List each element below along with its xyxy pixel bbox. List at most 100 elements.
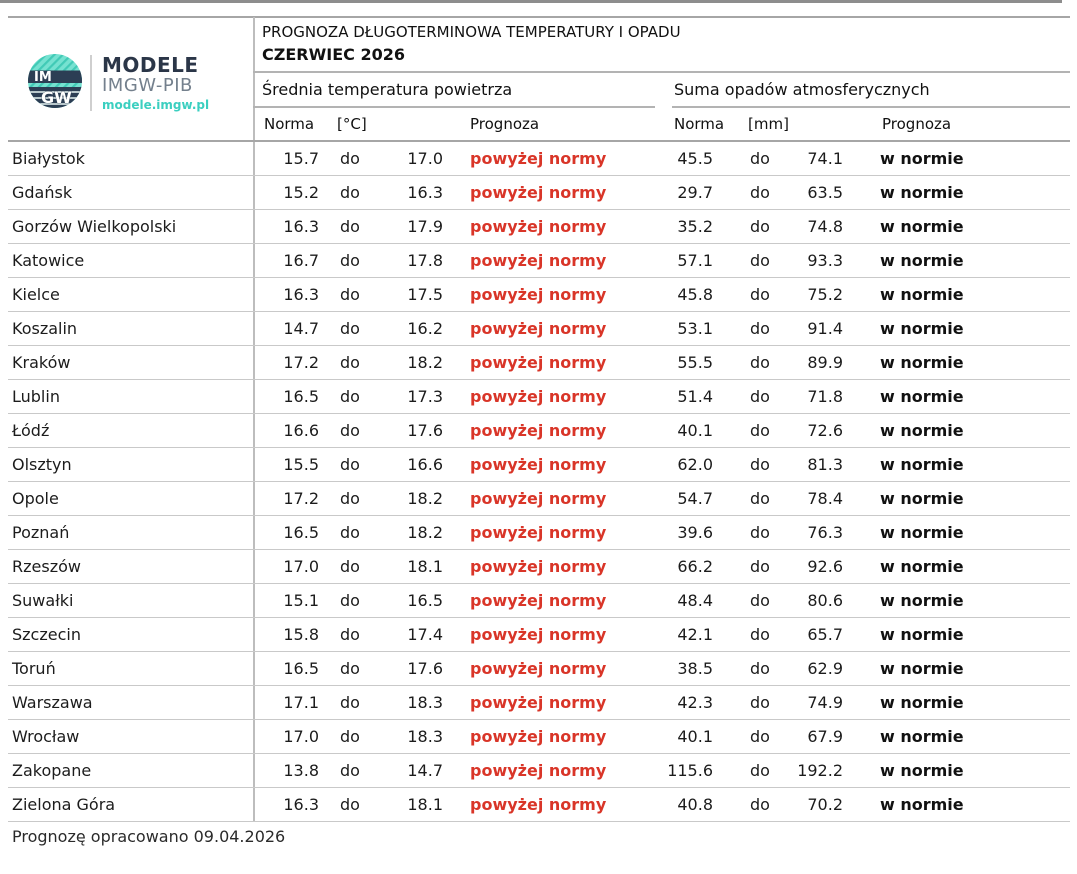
temp-norma-max: 17.8 (407, 251, 443, 270)
precip-norma-min: 45.8 (677, 285, 713, 304)
table-row: Zakopane 13.8 do 14.7 powyżej normy 115.… (8, 754, 1070, 788)
temp-norma-max: 18.2 (407, 489, 443, 508)
precip-norma-min: 51.4 (677, 387, 713, 406)
precip-norma-max: 75.2 (807, 285, 843, 304)
temp-norma-max: 17.6 (407, 421, 443, 440)
temp-forecast-status: powyżej normy (470, 591, 607, 610)
col-header-temp-norma: Norma (264, 115, 315, 133)
temp-norma-min: 15.1 (283, 591, 319, 610)
precip-forecast-status: w normie (880, 251, 964, 270)
precip-range-word: do (750, 591, 770, 610)
precip-forecast-status: w normie (880, 625, 964, 644)
temp-norma-min: 14.7 (283, 319, 319, 338)
precip-norma-max: 71.8 (807, 387, 843, 406)
precip-range-word: do (750, 727, 770, 746)
city-name: Zakopane (12, 761, 92, 780)
table-row: Koszalin 14.7 do 16.2 powyżej normy 53.1… (8, 312, 1070, 346)
precip-norma-min: 62.0 (677, 455, 713, 474)
brand-url: modele.imgw.pl (102, 97, 210, 112)
temp-norma-max: 17.6 (407, 659, 443, 678)
precip-forecast-status: w normie (880, 149, 964, 168)
precip-norma-max: 80.6 (807, 591, 843, 610)
col-header-temp-unit: [°C] (337, 115, 367, 133)
table-row: Kielce 16.3 do 17.5 powyżej normy 45.8 d… (8, 278, 1070, 312)
precip-range-word: do (750, 557, 770, 576)
table-row: Łódź 16.6 do 17.6 powyżej normy 40.1 do … (8, 414, 1070, 448)
temp-norma-max: 16.6 (407, 455, 443, 474)
precip-norma-min: 42.3 (677, 693, 713, 712)
top-border-line (8, 16, 1070, 18)
precip-norma-max: 81.3 (807, 455, 843, 474)
temp-norma-min: 17.0 (283, 557, 319, 576)
temp-norma-max: 16.2 (407, 319, 443, 338)
section-temperature: Średnia temperatura powietrza (262, 80, 513, 99)
table-row: Szczecin 15.8 do 17.4 powyżej normy 42.1… (8, 618, 1070, 652)
precip-norma-max: 92.6 (807, 557, 843, 576)
city-name: Wrocław (12, 727, 80, 746)
precip-norma-min: 115.6 (667, 761, 713, 780)
temp-range-word: do (340, 251, 360, 270)
precip-forecast-status: w normie (880, 795, 964, 814)
precip-norma-max: 76.3 (807, 523, 843, 542)
temp-norma-max: 18.3 (407, 727, 443, 746)
precip-norma-min: 38.5 (677, 659, 713, 678)
table-row: Warszawa 17.1 do 18.3 powyżej normy 42.3… (8, 686, 1070, 720)
temp-forecast-status: powyżej normy (470, 319, 607, 338)
city-name: Łódź (12, 421, 50, 440)
temp-norma-max: 18.1 (407, 795, 443, 814)
city-name: Białystok (12, 149, 85, 168)
precipitation-section-underline (672, 106, 1070, 108)
precip-range-word: do (750, 183, 770, 202)
precip-norma-min: 45.5 (677, 149, 713, 168)
precip-norma-min: 35.2 (677, 217, 713, 236)
temp-norma-max: 18.2 (407, 523, 443, 542)
temp-forecast-status: powyżej normy (470, 455, 607, 474)
table-row: Poznań 16.5 do 18.2 powyżej normy 39.6 d… (8, 516, 1070, 550)
precip-forecast-status: w normie (880, 217, 964, 236)
table-row: Gorzów Wielkopolski 16.3 do 17.9 powyżej… (8, 210, 1070, 244)
col-header-precip-unit: [mm] (748, 115, 789, 133)
precip-forecast-status: w normie (880, 659, 964, 678)
city-name: Lublin (12, 387, 60, 406)
city-name: Katowice (12, 251, 85, 270)
temp-forecast-status: powyżej normy (470, 625, 607, 644)
city-name: Opole (12, 489, 59, 508)
precip-range-word: do (750, 387, 770, 406)
temp-range-word: do (340, 523, 360, 542)
temp-range-word: do (340, 149, 360, 168)
precip-forecast-status: w normie (880, 421, 964, 440)
temp-norma-min: 16.6 (283, 421, 319, 440)
temp-norma-max: 17.5 (407, 285, 443, 304)
precip-range-word: do (750, 421, 770, 440)
city-name: Gdańsk (12, 183, 73, 202)
precip-range-word: do (750, 455, 770, 474)
precip-forecast-status: w normie (880, 761, 964, 780)
logo-letters-im: IM (34, 70, 52, 85)
imgw-logo-icon: IM GW (28, 54, 82, 108)
table-row: Gdańsk 15.2 do 16.3 powyżej normy 29.7 d… (8, 176, 1070, 210)
table-row: Suwałki 15.1 do 16.5 powyżej normy 48.4 … (8, 584, 1070, 618)
precip-range-word: do (750, 353, 770, 372)
precip-range-word: do (750, 625, 770, 644)
temp-forecast-status: powyżej normy (470, 795, 607, 814)
temp-range-word: do (340, 489, 360, 508)
temp-norma-min: 16.3 (283, 217, 319, 236)
precip-norma-min: 53.1 (677, 319, 713, 338)
precip-forecast-status: w normie (880, 353, 964, 372)
precip-norma-max: 65.7 (807, 625, 843, 644)
table-row: Zielona Góra 16.3 do 18.1 powyżej normy … (8, 788, 1070, 822)
brand-subtitle: IMGW-PIB (102, 75, 193, 96)
temp-norma-min: 13.8 (283, 761, 319, 780)
precip-norma-min: 57.1 (677, 251, 713, 270)
temp-forecast-status: powyżej normy (470, 693, 607, 712)
title-underline (253, 71, 1070, 73)
precip-norma-min: 39.6 (677, 523, 713, 542)
page-title: PROGNOZA DŁUGOTERMINOWA TEMPERATURY I OP… (262, 23, 681, 41)
temp-forecast-status: powyżej normy (470, 659, 607, 678)
temp-range-word: do (340, 183, 360, 202)
temp-forecast-status: powyżej normy (470, 251, 607, 270)
precip-norma-max: 192.2 (797, 761, 843, 780)
precip-norma-max: 62.9 (807, 659, 843, 678)
precip-range-word: do (750, 761, 770, 780)
